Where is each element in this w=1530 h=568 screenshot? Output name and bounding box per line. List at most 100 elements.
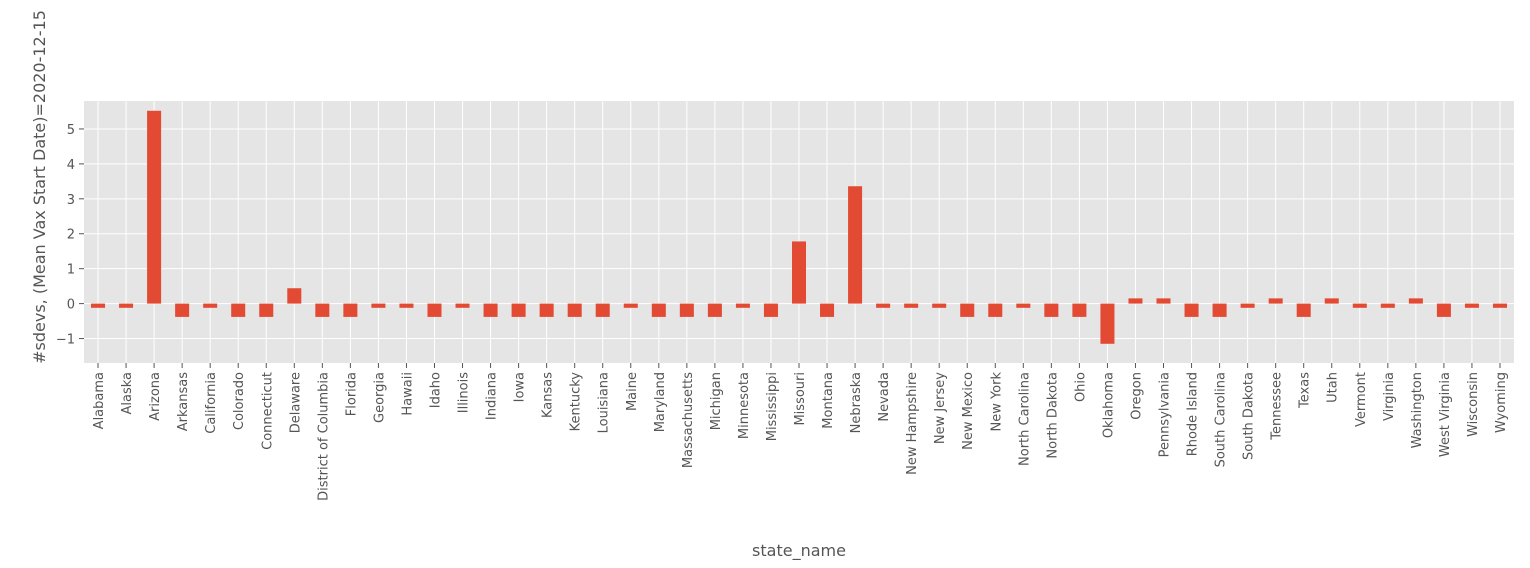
- bar-arizona: [147, 110, 162, 304]
- x-tick-label: Wisconsin: [1466, 372, 1481, 437]
- x-tick-label: New Hampshire: [905, 372, 920, 475]
- bar-nebraska: [848, 186, 863, 304]
- x-tick-label: Nebraska: [849, 372, 864, 433]
- bar-new-york: [988, 303, 1003, 317]
- x-tick-label: Hawaii: [400, 372, 415, 416]
- x-tick-label: New Mexico: [961, 372, 976, 450]
- bar-michigan: [707, 303, 722, 317]
- x-tick-label: Utah: [1326, 372, 1341, 403]
- x-tick-label: District of Columbia: [316, 372, 331, 501]
- bar-new-hampshire: [904, 303, 919, 308]
- bar-kentucky: [567, 303, 582, 317]
- bar-oregon: [1128, 298, 1143, 304]
- bar-north-dakota: [1044, 303, 1059, 317]
- x-tick-label: South Carolina: [1214, 372, 1229, 467]
- x-tick-label: Delaware: [288, 372, 303, 433]
- bar-colorado: [231, 303, 246, 317]
- bar-georgia: [371, 303, 386, 308]
- x-tick-label: Virginia: [1382, 372, 1397, 421]
- x-tick-label: Washington: [1410, 372, 1425, 448]
- x-tick-label: Kentucky: [569, 372, 584, 432]
- x-tick-label: Rhode Island: [1186, 372, 1201, 456]
- bar-california: [203, 303, 218, 308]
- x-tick-label: Georgia: [372, 372, 387, 423]
- bar-arkansas: [175, 303, 190, 317]
- bar-delaware: [287, 288, 302, 304]
- x-tick-label: North Carolina: [1017, 372, 1032, 466]
- bar-montana: [820, 303, 835, 317]
- bar-north-carolina: [1016, 303, 1031, 308]
- bar-iowa: [511, 303, 526, 317]
- x-tick-label: Alaska: [120, 372, 135, 415]
- bar-texas: [1296, 303, 1311, 317]
- x-tick-label: Iowa: [513, 372, 528, 402]
- x-tick-label: Illinois: [457, 372, 472, 413]
- x-tick-label: Louisiana: [597, 372, 612, 433]
- bar-washington: [1408, 298, 1423, 304]
- x-tick-label: Oregon: [1129, 372, 1144, 420]
- x-tick-label: Maine: [625, 372, 640, 411]
- bar-alaska: [119, 303, 134, 308]
- bar-nevada: [876, 303, 891, 308]
- x-tick-label: Ohio: [1073, 372, 1088, 402]
- y-tick-label: 3: [67, 193, 75, 208]
- bar-new-mexico: [960, 303, 975, 317]
- x-tick-label: Nevada: [877, 372, 892, 422]
- x-tick-label: Arkansas: [176, 372, 191, 431]
- x-tick-label: Arizona: [148, 372, 163, 421]
- bar-indiana: [483, 303, 498, 317]
- x-tick-label: Wyoming: [1494, 372, 1509, 433]
- x-tick-label: Texas: [1298, 372, 1313, 409]
- x-tick-label: Idaho: [428, 372, 443, 408]
- bar-pennsylvania: [1156, 298, 1171, 304]
- x-tick-label: Pennsylvania: [1158, 372, 1173, 457]
- y-axis-ticks: −1 0 1 2 3 4 5: [56, 123, 84, 348]
- x-tick-label: Maryland: [653, 372, 668, 432]
- x-tick-label: Tennessee: [1270, 372, 1285, 441]
- bar-florida: [343, 303, 358, 317]
- x-tick-label: Oklahoma: [1101, 372, 1116, 438]
- bar-minnesota: [735, 303, 750, 308]
- bar-south-carolina: [1212, 303, 1227, 317]
- x-tick-label: Florida: [344, 372, 359, 416]
- bar-louisiana: [595, 303, 610, 317]
- x-tick-label: Minnesota: [737, 372, 752, 439]
- x-tick-label: North Dakota: [1045, 372, 1060, 459]
- bar-south-dakota: [1240, 303, 1255, 308]
- x-tick-label: New York: [989, 372, 1004, 432]
- y-tick-label: 5: [67, 123, 75, 138]
- y-tick-label: 1: [67, 263, 75, 278]
- bar-alabama: [91, 303, 106, 308]
- bar-district-of-columbia: [315, 303, 330, 317]
- x-tick-label: Missouri: [793, 372, 808, 426]
- bar-wisconsin: [1464, 303, 1479, 308]
- x-tick-label: New Jersey: [933, 372, 948, 444]
- bar-west-virginia: [1436, 303, 1451, 317]
- x-tick-label: Connecticut: [260, 372, 275, 450]
- bar-maryland: [651, 303, 666, 317]
- x-tick-label: Montana: [821, 372, 836, 429]
- bar-utah: [1324, 298, 1339, 304]
- y-tick-label: 2: [67, 228, 75, 243]
- x-tick-label: Colorado: [232, 372, 247, 430]
- x-axis-ticks: Alabama Alaska Arizona Arkansas California Co…: [92, 363, 1509, 501]
- x-tick-label: Vermont: [1354, 372, 1369, 427]
- x-axis-label: state_name: [752, 541, 846, 561]
- y-tick-label: 4: [67, 158, 75, 173]
- x-tick-label: Alabama: [92, 372, 107, 429]
- x-tick-label: California: [204, 372, 219, 434]
- x-tick-label: West Virginia: [1438, 372, 1453, 457]
- bar-mississippi: [763, 303, 778, 317]
- bar-tennessee: [1268, 298, 1283, 304]
- bar-idaho: [427, 303, 442, 317]
- bar-ohio: [1072, 303, 1087, 317]
- y-tick-label: −1: [56, 333, 75, 348]
- bar-hawaii: [399, 303, 414, 308]
- bar-oklahoma: [1100, 303, 1115, 344]
- x-tick-label: Mississippi: [765, 372, 780, 441]
- x-tick-label: Kansas: [541, 372, 556, 418]
- x-tick-label: South Dakota: [1242, 372, 1257, 460]
- bar-missouri: [791, 241, 807, 304]
- bar-vermont: [1352, 303, 1367, 308]
